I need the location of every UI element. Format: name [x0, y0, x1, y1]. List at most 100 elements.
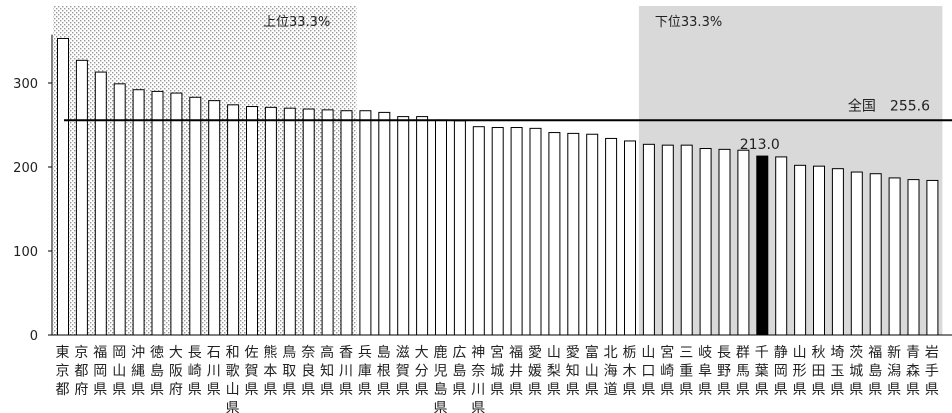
bar — [813, 165, 825, 336]
bar — [699, 148, 712, 336]
bar — [359, 110, 372, 336]
bar — [75, 59, 88, 336]
y-tick-label: 0 — [30, 329, 38, 344]
bar — [472, 126, 485, 336]
x-tick-label: 長野県 — [717, 345, 731, 398]
bar — [605, 137, 618, 336]
bar — [661, 144, 674, 336]
x-tick-label: 三重県 — [679, 345, 693, 398]
bar — [283, 107, 296, 336]
bar — [246, 106, 258, 336]
x-tick-label: 茨城県 — [849, 345, 863, 398]
x-axis-labels: 東京都京都府福岡県岡山県沖縄県徳島県大阪府長崎県石川県和歌山県佐賀県熊本県鳥取県… — [56, 344, 939, 413]
x-tick-label: 福島県 — [868, 345, 882, 398]
upper-zone-label: 上位33.3% — [263, 15, 330, 30]
bar — [378, 111, 391, 336]
lower-zone-label: 下位33.3% — [655, 15, 722, 30]
bar — [435, 119, 447, 336]
bar — [888, 177, 901, 336]
bar — [680, 144, 693, 336]
x-tick-label: 大分県 — [415, 345, 429, 398]
bar — [113, 83, 126, 336]
x-tick-label: 愛知県 — [566, 345, 580, 398]
highlight-data-label: 213.0 — [740, 137, 780, 153]
bar — [850, 171, 863, 336]
x-tick-label: 岐阜県 — [698, 345, 712, 398]
x-tick-label: 富山県 — [585, 344, 599, 398]
bar — [94, 71, 107, 336]
x-tick-label: 秋田県 — [812, 345, 826, 398]
x-tick-label: 福岡県 — [93, 345, 107, 398]
x-tick-label: 奈良県 — [301, 345, 315, 398]
x-tick-label: 神奈川県 — [471, 345, 485, 413]
bar — [321, 109, 334, 336]
x-tick-label: 大阪府 — [169, 345, 183, 398]
bar — [548, 132, 561, 336]
x-tick-label: 岡山県 — [112, 345, 126, 398]
bar — [586, 133, 599, 336]
x-tick-label: 北海道 — [604, 345, 618, 398]
x-tick-label: 沖縄県 — [131, 345, 145, 398]
x-tick-label: 徳島県 — [150, 345, 164, 398]
bar — [227, 104, 240, 336]
bar — [453, 120, 466, 336]
x-tick-label: 広島県 — [452, 345, 466, 398]
x-tick-label: 長崎県 — [188, 345, 202, 398]
bar — [907, 179, 920, 336]
x-tick-label: 福井県 — [509, 345, 523, 398]
x-tick-label: 和歌山県 — [226, 345, 240, 413]
x-tick-label: 山梨県 — [547, 345, 561, 398]
bar — [397, 116, 410, 336]
x-tick-label: 佐賀県 — [245, 345, 259, 398]
bar — [151, 90, 164, 336]
bar — [170, 92, 183, 336]
x-tick-label: 新潟県 — [887, 345, 901, 398]
y-tick-label: 300 — [13, 77, 38, 92]
x-tick-label: 栃木県 — [623, 345, 637, 398]
x-tick-label: 滋賀県 — [396, 345, 410, 398]
bar — [737, 149, 750, 336]
x-tick-label: 群馬県 — [736, 345, 750, 398]
x-tick-label: 静岡県 — [774, 345, 788, 398]
bars-layer: 213.0 — [57, 37, 939, 336]
bar — [869, 173, 882, 336]
x-tick-label: 青森県 — [906, 345, 920, 398]
bar — [756, 155, 769, 336]
bar — [775, 156, 788, 336]
bar — [189, 96, 202, 336]
x-tick-label: 千葉県 — [755, 345, 769, 398]
bar — [624, 140, 636, 336]
x-tick-label: 山形県 — [793, 345, 807, 398]
x-tick-label: 鳥取県 — [282, 345, 296, 398]
x-tick-label: 鹿児島県 — [434, 344, 448, 413]
x-tick-label: 山口県 — [641, 345, 655, 398]
x-tick-label: 熊本県 — [263, 345, 277, 398]
reference-layer: 全国 255.6 — [64, 97, 952, 122]
x-tick-label: 宮城県 — [490, 345, 504, 398]
x-tick-label: 岩手県 — [925, 345, 939, 398]
bar — [642, 143, 655, 336]
bar — [718, 148, 731, 336]
bar — [340, 110, 353, 336]
bar — [208, 100, 221, 336]
bar — [567, 132, 580, 336]
x-tick-label: 愛媛県 — [528, 345, 542, 398]
bar — [302, 108, 315, 336]
bar — [57, 37, 69, 336]
reference-line-label: 全国 255.6 — [848, 97, 930, 114]
x-tick-label: 京都府 — [74, 345, 88, 398]
x-tick-label: 島根県 — [377, 345, 391, 398]
bar — [831, 168, 844, 336]
bar — [510, 127, 523, 336]
bar — [132, 89, 145, 336]
x-tick-label: 東京都 — [56, 345, 70, 398]
bar — [794, 164, 807, 336]
bar — [926, 179, 939, 336]
x-tick-label: 香川県 — [339, 345, 353, 398]
bar — [264, 106, 277, 336]
bar — [529, 127, 542, 336]
x-tick-label: 宮崎県 — [660, 345, 674, 398]
x-tick-label: 兵庫県 — [358, 345, 372, 398]
y-tick-label: 100 — [13, 245, 38, 260]
